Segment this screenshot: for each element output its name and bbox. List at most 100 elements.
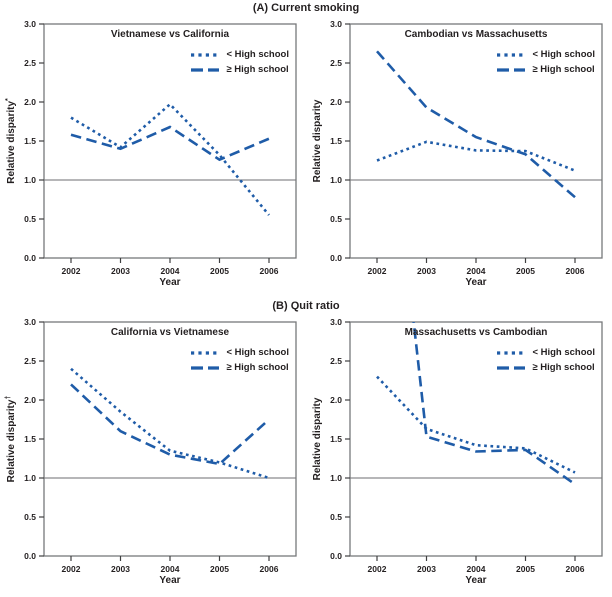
x-tick-label: 2002 — [368, 564, 387, 574]
y-tick-label: 1.5 — [330, 136, 342, 146]
x-tick-label: 2005 — [210, 266, 229, 276]
chart-canvas: 0.0 0.5 1.0 1.5 2.0 2.5 3.0 2002 2003 2004 2005 200… — [330, 19, 603, 276]
x-tick-label: 2005 — [516, 564, 535, 574]
y-tick-label: 2.5 — [24, 58, 36, 68]
x-tick-label: 2003 — [111, 564, 130, 574]
dashed-line-key-icon — [191, 67, 220, 72]
dashed-line-key-icon — [191, 365, 220, 370]
series-line-lt-high-school — [376, 375, 576, 474]
y-tick-label: 2.5 — [330, 356, 342, 366]
y-axis-label-text: Relative disparity — [312, 397, 324, 481]
series-line-lt-high-school — [70, 367, 270, 480]
y-axis-label-text: Relative disparity — [312, 99, 324, 183]
x-tick-label: 2004 — [467, 564, 486, 574]
x-tick-label: 2006 — [260, 564, 279, 574]
panel-a-title: (A) Current smoking — [252, 2, 360, 14]
y-tick-label: 1.0 — [330, 473, 342, 483]
series-line-gte-high-school — [70, 125, 270, 162]
legend-label: < High school — [226, 49, 289, 60]
legend-item-gte-high-school: ≥ High school — [496, 362, 595, 373]
y-tick-label: 3.0 — [330, 19, 342, 29]
y-axis-label: Relative disparity — [311, 398, 323, 481]
y-axis-label-footnote-mark: † — [4, 395, 12, 400]
series-line-gte-high-school — [376, 50, 576, 199]
chart-title: Vietnamese vs California — [110, 29, 230, 40]
chart-canvas: 0.0 0.5 1.0 1.5 2.0 2.5 3.0 2002 2003 2004 2005 200… — [24, 317, 297, 574]
y-axis-label-text: Relative disparity — [6, 100, 18, 184]
chart-massachusetts-vs-cambodian: 0.0 0.5 1.0 1.5 2.0 2.5 3.0 2002 2003 2004 2005 200… — [306, 314, 612, 596]
y-axis-label: Relative disparity — [311, 100, 323, 183]
series-line-lt-high-school — [70, 102, 271, 216]
panel-b-row: 0.0 0.5 1.0 1.5 2.0 2.5 3.0 2002 2003 2004 2005 200… — [0, 314, 612, 596]
x-tick-label: 2004 — [467, 266, 486, 276]
y-tick-label: 0.0 — [330, 551, 342, 561]
legend-label: < High school — [532, 347, 595, 358]
series-line-gte-high-school — [70, 383, 270, 466]
x-tick-label: 2002 — [62, 266, 81, 276]
legend-item-lt-high-school: < High school — [496, 347, 595, 358]
y-tick-label: 0.5 — [330, 512, 342, 522]
legend-item-lt-high-school: < High school — [190, 347, 289, 358]
y-tick-label: 0.5 — [24, 512, 36, 522]
y-tick-label: 2.5 — [24, 356, 36, 366]
y-tick-label: 2.0 — [24, 395, 36, 405]
chart-canvas: 0.0 0.5 1.0 1.5 2.0 2.5 3.0 2002 2003 2004 2005 200… — [24, 19, 297, 276]
panel-a-row: 0.0 0.5 1.0 1.5 2.0 2.5 3.0 2002 2003 2004 2005 200… — [0, 16, 612, 298]
x-tick-label: 2006 — [260, 266, 279, 276]
y-tick-label: 0.0 — [24, 253, 36, 263]
y-tick-label: 2.0 — [330, 395, 342, 405]
dotted-line-key-icon — [497, 350, 526, 355]
y-tick-label: 1.0 — [330, 175, 342, 185]
x-tick-label: 2005 — [210, 564, 229, 574]
chart-title: Massachusetts vs Cambodian — [404, 327, 548, 338]
x-tick-label: 2002 — [368, 266, 387, 276]
legend-item-gte-high-school: ≥ High school — [496, 64, 595, 75]
legend-label: ≥ High school — [226, 362, 289, 373]
x-tick-label: 2004 — [161, 266, 180, 276]
panel-b-title: (B) Quit ratio — [272, 300, 340, 312]
y-tick-label: 0.0 — [24, 551, 36, 561]
x-tick-label: 2003 — [417, 266, 436, 276]
dotted-line-key-icon — [191, 350, 220, 355]
y-tick-label: 1.0 — [24, 473, 36, 483]
y-tick-label: 1.5 — [24, 136, 36, 146]
legend-label: ≥ High school — [532, 362, 595, 373]
x-axis-label: Year — [465, 277, 487, 288]
chart-vietnamese-vs-california: 0.0 0.5 1.0 1.5 2.0 2.5 3.0 2002 2003 2004 2005 200… — [0, 16, 306, 298]
x-tick-label: 2003 — [417, 564, 436, 574]
x-tick-label: 2006 — [566, 266, 585, 276]
x-axis-label: Year — [159, 277, 181, 288]
y-tick-label: 1.5 — [24, 434, 36, 444]
legend-item-lt-high-school: < High school — [496, 49, 595, 60]
legend: < High school ≥ High school — [496, 347, 595, 373]
legend: < High school ≥ High school — [190, 347, 289, 373]
series-line-gte-high-school — [412, 322, 576, 486]
y-tick-label: 2.0 — [24, 97, 36, 107]
x-tick-label: 2006 — [566, 564, 585, 574]
legend-label: < High school — [532, 49, 595, 60]
x-tick-label: 2005 — [516, 266, 535, 276]
y-axis-label-footnote-mark: * — [4, 98, 12, 101]
dashed-line-key-icon — [497, 365, 526, 370]
y-tick-label: 3.0 — [24, 317, 36, 327]
y-tick-label: 0.5 — [330, 214, 342, 224]
legend: < High school ≥ High school — [190, 49, 289, 75]
y-tick-label: 3.0 — [330, 317, 342, 327]
chart-canvas: 0.0 0.5 1.0 1.5 2.0 2.5 3.0 2002 2003 2004 2005 200… — [330, 317, 603, 574]
dotted-line-key-icon — [191, 52, 220, 57]
x-tick-label: 2004 — [161, 564, 180, 574]
chart-cambodian-vs-massachusetts: 0.0 0.5 1.0 1.5 2.0 2.5 3.0 2002 2003 2004 2005 200… — [306, 16, 612, 298]
legend: < High school ≥ High school — [496, 49, 595, 75]
x-tick-label: 2003 — [111, 266, 130, 276]
chart-title: California vs Vietnamese — [110, 327, 230, 338]
legend-label: ≥ High school — [226, 64, 289, 75]
x-axis-label: Year — [159, 575, 181, 586]
chart-california-vs-vietnamese: 0.0 0.5 1.0 1.5 2.0 2.5 3.0 2002 2003 2004 2005 200… — [0, 314, 306, 596]
dashed-line-key-icon — [497, 67, 526, 72]
legend-item-gte-high-school: ≥ High school — [190, 362, 289, 373]
chart-title: Cambodian vs Massachusetts — [404, 29, 548, 40]
y-axis-label: Relative disparity† — [5, 396, 17, 483]
x-tick-label: 2002 — [62, 564, 81, 574]
y-tick-label: 1.5 — [330, 434, 342, 444]
